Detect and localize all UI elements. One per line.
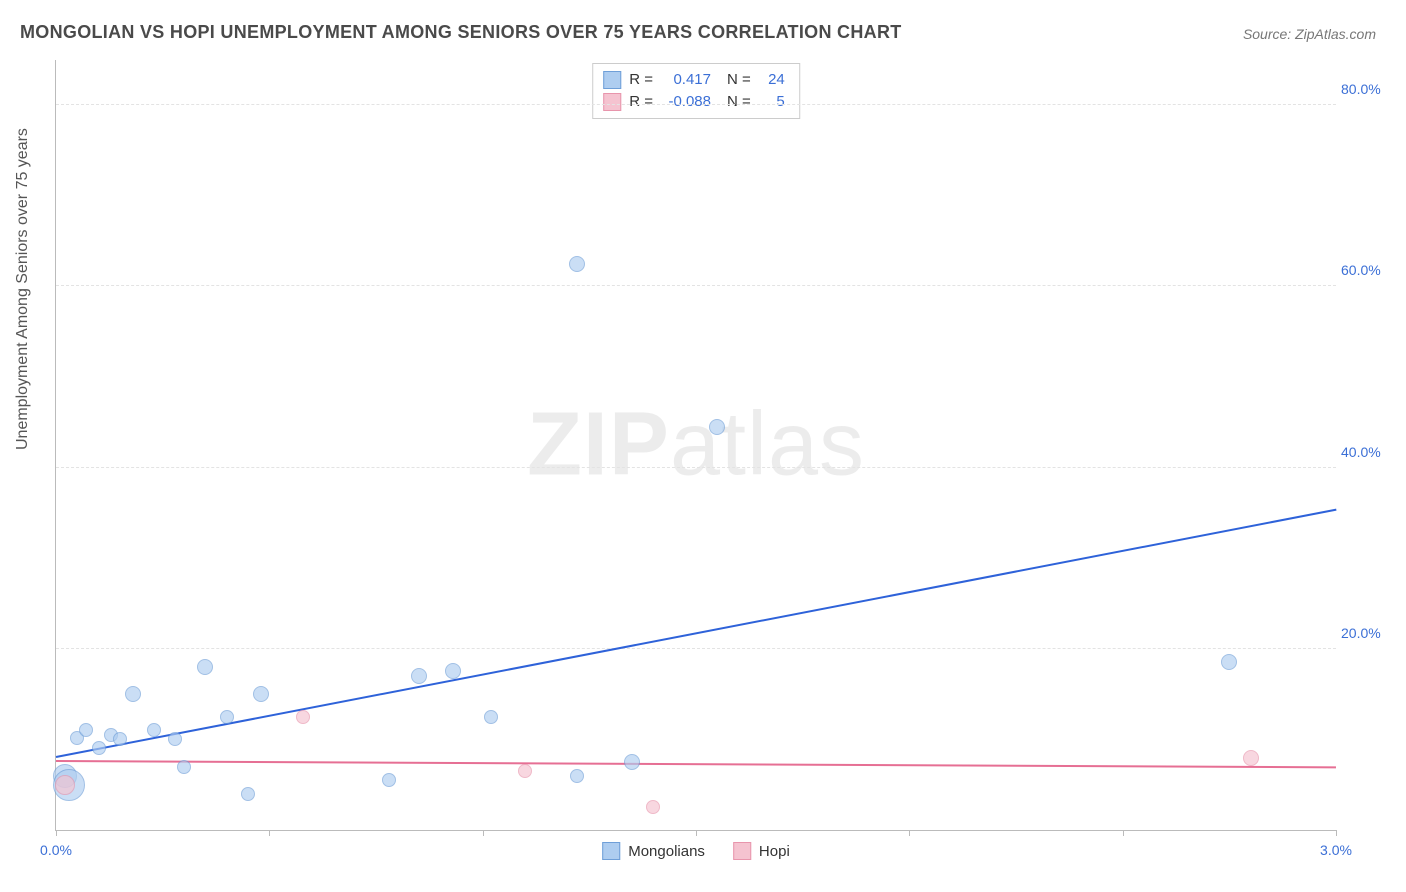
data-point <box>624 754 640 770</box>
data-point <box>55 775 75 795</box>
data-point <box>646 800 660 814</box>
x-subtick-mark <box>269 830 270 836</box>
watermark: ZIPatlas <box>527 394 865 497</box>
data-point <box>445 663 461 679</box>
legend-swatch <box>602 842 620 860</box>
data-point <box>484 710 498 724</box>
data-point <box>147 723 161 737</box>
gridline <box>56 104 1336 105</box>
data-point <box>168 732 182 746</box>
gridline <box>56 285 1336 286</box>
plot-area: ZIPatlas R =0.417N =24R =-0.088N =5 Mong… <box>55 60 1336 831</box>
legend-label: Hopi <box>759 843 790 860</box>
x-subtick-mark <box>696 830 697 836</box>
data-point <box>1221 654 1237 670</box>
x-subtick-mark <box>1123 830 1124 836</box>
x-tick-label: 0.0% <box>40 842 72 858</box>
data-point <box>296 710 310 724</box>
y-tick-label: 40.0% <box>1341 444 1391 460</box>
y-axis-label: Unemployment Among Seniors over 75 years <box>14 128 32 450</box>
stat-N-value: 24 <box>759 69 785 91</box>
data-point <box>253 686 269 702</box>
stat-N-value: 5 <box>759 91 785 113</box>
data-point <box>197 659 213 675</box>
stat-N-label: N = <box>727 91 751 113</box>
data-point <box>79 723 93 737</box>
legend-swatch <box>603 93 621 111</box>
data-point <box>569 256 585 272</box>
stats-row: R = 0.417 N = 24 <box>603 69 785 91</box>
data-point <box>518 764 532 778</box>
stats-row: R = -0.088 N = 5 <box>603 91 785 113</box>
trend-line <box>56 760 1336 768</box>
bottom-legend: Mongolians Hopi <box>602 842 790 860</box>
data-point <box>1243 750 1259 766</box>
x-tick-mark <box>56 830 57 836</box>
legend-swatch <box>733 842 751 860</box>
page-title: MONGOLIAN VS HOPI UNEMPLOYMENT AMONG SEN… <box>20 22 902 43</box>
data-point <box>411 668 427 684</box>
stats-box: R = 0.417 N = 24 R = -0.088 N = 5 <box>592 63 800 119</box>
x-tick-label: 3.0% <box>1320 842 1352 858</box>
data-point <box>113 732 127 746</box>
data-point <box>241 787 255 801</box>
gridline <box>56 648 1336 649</box>
stat-R-label: R = <box>629 91 653 113</box>
y-tick-label: 20.0% <box>1341 625 1391 641</box>
legend-item: Mongolians <box>602 842 705 860</box>
stat-R-value: -0.088 <box>661 91 711 113</box>
data-point <box>709 419 725 435</box>
stat-N-label: N = <box>727 69 751 91</box>
y-tick-label: 80.0% <box>1341 81 1391 97</box>
stat-R-label: R = <box>629 69 653 91</box>
data-point <box>92 741 106 755</box>
x-tick-mark <box>483 830 484 836</box>
data-point <box>177 760 191 774</box>
legend-swatch <box>603 71 621 89</box>
stat-R-value: 0.417 <box>661 69 711 91</box>
y-tick-label: 60.0% <box>1341 262 1391 278</box>
legend-item: Hopi <box>733 842 790 860</box>
x-tick-mark <box>909 830 910 836</box>
source-label: Source: ZipAtlas.com <box>1243 26 1376 42</box>
gridline <box>56 467 1336 468</box>
trend-line <box>56 508 1336 757</box>
data-point <box>570 769 584 783</box>
chart-container: MONGOLIAN VS HOPI UNEMPLOYMENT AMONG SEN… <box>0 0 1406 892</box>
data-point <box>382 773 396 787</box>
data-point <box>220 710 234 724</box>
x-tick-mark <box>1336 830 1337 836</box>
data-point <box>125 686 141 702</box>
legend-label: Mongolians <box>628 843 705 860</box>
